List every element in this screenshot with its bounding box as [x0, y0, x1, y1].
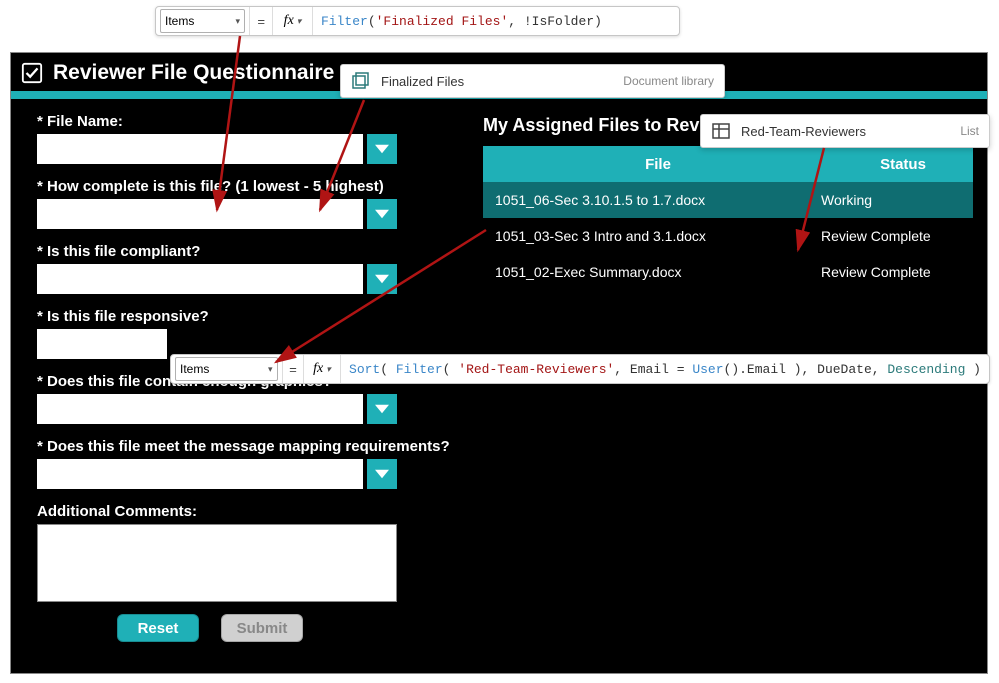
combo-graphics [37, 394, 397, 424]
fx-button[interactable]: fx ▾ [304, 355, 341, 383]
datasource-name: Red-Team-Reviewers [741, 124, 940, 139]
property-name: Items [165, 14, 194, 28]
chevron-down-icon: ▾ [268, 364, 273, 375]
graphics-input[interactable] [37, 394, 363, 424]
mapping-input[interactable] [37, 459, 363, 489]
status-cell: Review Complete [821, 228, 961, 244]
formula-text-mid[interactable]: Sort( Filter( 'Red-Team-Reviewers', Emai… [341, 362, 989, 377]
button-row: Reset Submit [37, 614, 463, 642]
file-cell: 1051_06-Sec 3.10.1.5 to 1.7.docx [495, 192, 821, 208]
chevron-down-icon: ▾ [235, 16, 240, 27]
fx-icon: fx [284, 13, 294, 29]
combo-mapping [37, 459, 397, 489]
datasource-popup-red-team-reviewers[interactable]: Red-Team-Reviewers List [700, 114, 990, 148]
combo-compliant [37, 264, 397, 294]
label-completeness: * How complete is this file? (1 lowest -… [37, 178, 463, 195]
chevron-down-icon [375, 142, 389, 156]
chevron-down-icon [375, 467, 389, 481]
file-cell: 1051_03-Sec 3 Intro and 3.1.docx [495, 228, 821, 244]
label-compliant: * Is this file compliant? [37, 243, 463, 260]
col-status-header: Status [833, 156, 973, 173]
page-title: Reviewer File Questionnaire [53, 61, 334, 85]
combo-responsive [37, 329, 167, 359]
property-selector-mid[interactable]: Items ▾ [175, 357, 278, 381]
datasource-popup-finalized-files[interactable]: Finalized Files Document library [340, 64, 725, 98]
status-cell: Working [821, 192, 961, 208]
label-file-name: * File Name: [37, 113, 463, 130]
responsive-input[interactable] [37, 329, 167, 359]
datasource-type: List [960, 124, 979, 138]
formula-bar-top: Items ▾ = fx ▾ Filter('Finalized Files',… [155, 6, 680, 36]
completeness-input[interactable] [37, 199, 363, 229]
formula-text-top[interactable]: Filter('Finalized Files', !IsFolder) [313, 14, 610, 29]
comments-textarea[interactable] [37, 524, 397, 602]
col-file-header: File [483, 156, 833, 173]
reset-button[interactable]: Reset [117, 614, 199, 642]
checkbox-icon [21, 62, 43, 84]
datasource-type: Document library [623, 74, 714, 88]
file-name-dropdown-button[interactable] [367, 134, 397, 164]
fx-icon: fx [313, 361, 323, 377]
file-name-input[interactable] [37, 134, 363, 164]
datasource-name: Finalized Files [381, 74, 603, 89]
table-row[interactable]: 1051_06-Sec 3.10.1.5 to 1.7.docxWorking [483, 182, 973, 218]
label-mapping: * Does this file meet the message mappin… [37, 438, 463, 455]
equals-icon: = [249, 7, 273, 35]
compliant-input[interactable] [37, 264, 363, 294]
property-name: Items [180, 362, 209, 376]
label-responsive: * Is this file responsive? [37, 308, 463, 325]
chevron-down-icon: ▾ [326, 364, 331, 375]
table-row[interactable]: 1051_03-Sec 3 Intro and 3.1.docxReview C… [483, 218, 973, 254]
chevron-down-icon: ▾ [297, 16, 302, 27]
compliant-dropdown-button[interactable] [367, 264, 397, 294]
gallery-header: File Status [483, 146, 973, 182]
completeness-dropdown-button[interactable] [367, 199, 397, 229]
graphics-dropdown-button[interactable] [367, 394, 397, 424]
status-cell: Review Complete [821, 264, 961, 280]
mapping-dropdown-button[interactable] [367, 459, 397, 489]
chevron-down-icon [375, 402, 389, 416]
equals-icon: = [282, 355, 304, 383]
gallery: File Status 1051_06-Sec 3.10.1.5 to 1.7.… [483, 146, 973, 290]
combo-file-name [37, 134, 397, 164]
file-cell: 1051_02-Exec Summary.docx [495, 264, 821, 280]
table-row[interactable]: 1051_02-Exec Summary.docxReview Complete [483, 254, 973, 290]
property-selector-top[interactable]: Items ▾ [160, 9, 245, 33]
fx-button[interactable]: fx ▾ [273, 7, 313, 35]
formula-bar-mid: Items ▾ = fx ▾ Sort( Filter( 'Red-Team-R… [170, 354, 990, 384]
document-library-icon [351, 71, 371, 91]
list-icon [711, 121, 731, 141]
submit-button[interactable]: Submit [221, 614, 303, 642]
chevron-down-icon [375, 272, 389, 286]
label-comments: Additional Comments: [37, 503, 463, 520]
chevron-down-icon [375, 207, 389, 221]
combo-completeness [37, 199, 397, 229]
